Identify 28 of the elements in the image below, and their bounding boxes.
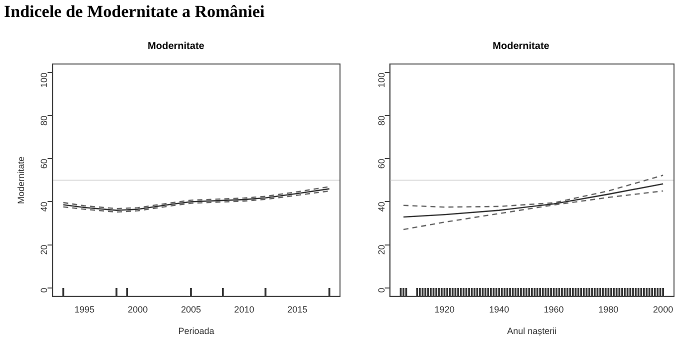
y-tick-label: 40 <box>376 202 386 212</box>
chart-title: Modernitate <box>148 40 205 52</box>
x-axis-title: Perioada <box>178 326 214 336</box>
x-tick-label: 2005 <box>180 304 201 314</box>
y-tick-label: 0 <box>39 288 50 293</box>
text: Indicele de Modernitate a României <box>4 2 265 22</box>
x-tick-label: 1940 <box>489 304 510 314</box>
y-tick-label: 100 <box>376 72 386 88</box>
chart-title: Modernitate <box>492 40 550 52</box>
x-axis-title: Anul nașterii <box>507 326 557 336</box>
x-tick-label: 1920 <box>434 304 454 314</box>
x-tick-label: 1995 <box>74 304 95 314</box>
y-tick-label: 60 <box>376 158 386 169</box>
x-tick-label: 2000 <box>128 304 148 314</box>
y-tick-label: 40 <box>39 202 50 212</box>
y-tick-label: 100 <box>39 72 50 88</box>
y-tick-label: 80 <box>39 116 50 126</box>
y-tick-label: 0 <box>376 288 386 293</box>
x-tick-label: 2015 <box>287 304 308 314</box>
x-tick-label: 2010 <box>234 304 254 314</box>
y-axis-title: Modernitate <box>16 156 26 204</box>
y-tick-label: 20 <box>39 244 50 255</box>
y-tick-label: 20 <box>376 244 386 255</box>
x-tick-label: 2000 <box>653 304 674 314</box>
x-tick-label: 1980 <box>598 304 618 314</box>
y-tick-label: 80 <box>376 116 386 126</box>
x-tick-label: 1960 <box>544 304 564 314</box>
y-tick-label: 60 <box>39 158 50 169</box>
